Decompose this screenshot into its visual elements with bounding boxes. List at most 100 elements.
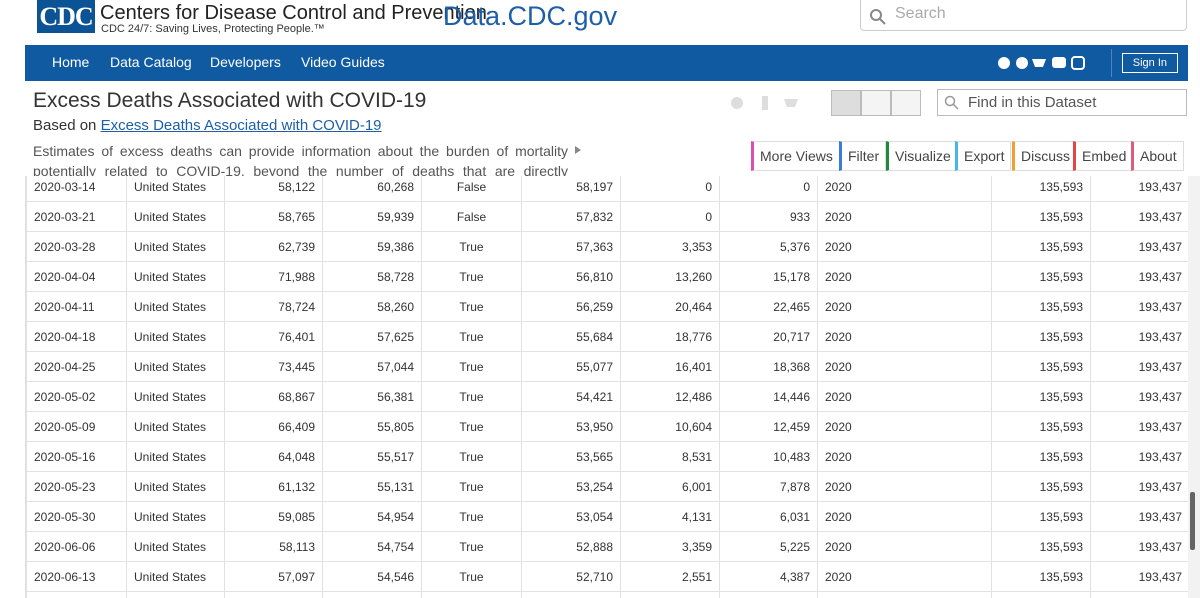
table-cell: 22,465: [719, 291, 818, 322]
table-cell: 53,254: [521, 471, 621, 502]
table-cell: United States: [126, 381, 225, 412]
site-name[interactable]: Data.CDC.gov: [443, 1, 618, 31]
view-toggle[interactable]: [831, 90, 861, 116]
find-box[interactable]: Find in this Dataset: [937, 89, 1187, 116]
table-cell: 0: [620, 176, 720, 202]
dataset-title: Excess Deaths Associated with COVID-19: [33, 89, 427, 112]
table-cell: United States: [126, 411, 225, 442]
table-cell: 59,085: [224, 501, 323, 532]
table-cell: 135,593: [991, 351, 1091, 382]
table-cell: 2020-05-16: [26, 441, 127, 472]
table-row: 2020-05-30 United States 59,085 54,954 True 5…: [26, 501, 1189, 532]
table-cell: 57,044: [322, 351, 422, 382]
table-cell: 58,765: [224, 201, 323, 232]
table-cell: 135,593: [991, 231, 1091, 262]
table-cell: 18,776: [620, 321, 720, 352]
table-cell: 2020: [817, 351, 992, 382]
table-cell: True: [421, 411, 522, 442]
nav-item[interactable]: Home: [52, 54, 90, 70]
table-cell: 55,077: [521, 351, 621, 382]
table-cell: 193,437: [1090, 231, 1189, 262]
table-cell: 12,459: [719, 411, 818, 442]
table-cell: United States: [126, 261, 225, 292]
tagline: CDC 24/7: Saving Lives, Protecting Peopl…: [101, 23, 325, 35]
table-cell: 59,386: [322, 231, 422, 262]
table-cell: 3,353: [620, 231, 720, 262]
description-line: Estimates of excess deaths can provide i…: [33, 143, 568, 159]
table-cell: True: [421, 381, 522, 412]
table-cell: 54,421: [521, 381, 621, 412]
view-toggle[interactable]: [891, 90, 921, 116]
table-cell: 135,593: [991, 501, 1091, 532]
search-placeholder: Search: [895, 5, 946, 22]
table-cell: 18,368: [719, 351, 818, 382]
table-cell: 135,593: [991, 321, 1091, 352]
nav-item[interactable]: Video Guides: [301, 54, 385, 70]
table-cell: 56,810: [521, 261, 621, 292]
table-cell: 10,483: [719, 441, 818, 472]
table-cell: 62,739: [224, 231, 323, 262]
based-on-link[interactable]: Excess Deaths Associated with COVID-19: [100, 117, 382, 134]
sign-in-button[interactable]: Sign In: [1121, 53, 1178, 73]
table-cell: 2020: [817, 441, 992, 472]
cdc-logo[interactable]: CDC: [37, 0, 95, 33]
search-box[interactable]: Search: [860, 0, 1187, 31]
based-on: Based on Excess Deaths Associated with C…: [33, 117, 382, 134]
action-button[interactable]: Embed: [1073, 141, 1134, 171]
table-cell: 2020: [817, 471, 992, 502]
table-cell: 53,950: [521, 411, 621, 442]
scrollbar-thumb[interactable]: [1190, 492, 1195, 550]
table-cell: 135,593: [991, 291, 1091, 322]
table-cell: 52,710: [521, 561, 621, 592]
table-cell: 57,832: [521, 201, 621, 232]
table-cell: 2020: [817, 261, 992, 292]
expand-arrow[interactable]: [574, 145, 582, 155]
action-button[interactable]: Visualize: [886, 141, 958, 171]
table-cell: 76,401: [224, 321, 323, 352]
action-button[interactable]: Discuss: [1012, 141, 1078, 171]
action-button[interactable]: About: [1131, 141, 1184, 171]
table-row: 2020-06-13 United States 57,097 54,546 True 5…: [26, 561, 1189, 592]
table-cell: 193,437: [1090, 501, 1189, 532]
table-cell: United States: [126, 231, 225, 262]
view-toggle[interactable]: [861, 90, 891, 116]
table-cell: 60,268: [322, 176, 422, 202]
table-cell: 2020-04-25: [26, 351, 127, 382]
table-cell: 4,387: [719, 561, 818, 592]
table-row: 2020-03-21 United States 58,765 59,939 False…: [26, 201, 1189, 232]
table-row: 2020-04-11 United States 78,724 58,260 True 5…: [26, 291, 1189, 322]
table-cell: 135,593: [991, 471, 1091, 502]
table-cell: 58,260: [322, 291, 422, 322]
table-cell: 12,486: [620, 381, 720, 412]
action-button[interactable]: Filter: [839, 141, 887, 171]
table-cell: 2020: [817, 231, 992, 262]
table-cell: 2020: [817, 501, 992, 532]
table-cell: 135,593: [991, 531, 1091, 562]
table-cell: [322, 591, 422, 598]
table-cell: 933: [719, 201, 818, 232]
table-cell: United States: [126, 561, 225, 592]
table-cell: 2020-03-14: [26, 176, 127, 202]
table-cell: United States: [126, 351, 225, 382]
table-cell: 0: [719, 176, 818, 202]
description-line: potentially related to COVID-19, beyond …: [33, 163, 568, 176]
table-cell: 193,437: [1090, 381, 1189, 412]
table-cell: 3,359: [620, 531, 720, 562]
table-cell: 193,437: [1090, 351, 1189, 382]
action-button[interactable]: More Views: [751, 141, 840, 171]
social-icons[interactable]: [997, 55, 1087, 71]
table-cell: 13,260: [620, 261, 720, 292]
table-cell: 58,197: [521, 176, 621, 202]
table-cell: 78,724: [224, 291, 323, 322]
action-button[interactable]: Export: [955, 141, 1012, 171]
share-icons[interactable]: [728, 94, 803, 112]
table-cell: [224, 591, 323, 598]
nav-item[interactable]: Data Catalog: [110, 54, 192, 70]
nav-item[interactable]: Developers: [210, 54, 281, 70]
table-cell: United States: [126, 291, 225, 322]
table-row: 2020-05-16 United States 64,048 55,517 True 5…: [26, 441, 1189, 472]
table-cell: 135,593: [991, 176, 1091, 202]
table-row: 2020-03-28 United States 62,739 59,386 True 5…: [26, 231, 1189, 262]
